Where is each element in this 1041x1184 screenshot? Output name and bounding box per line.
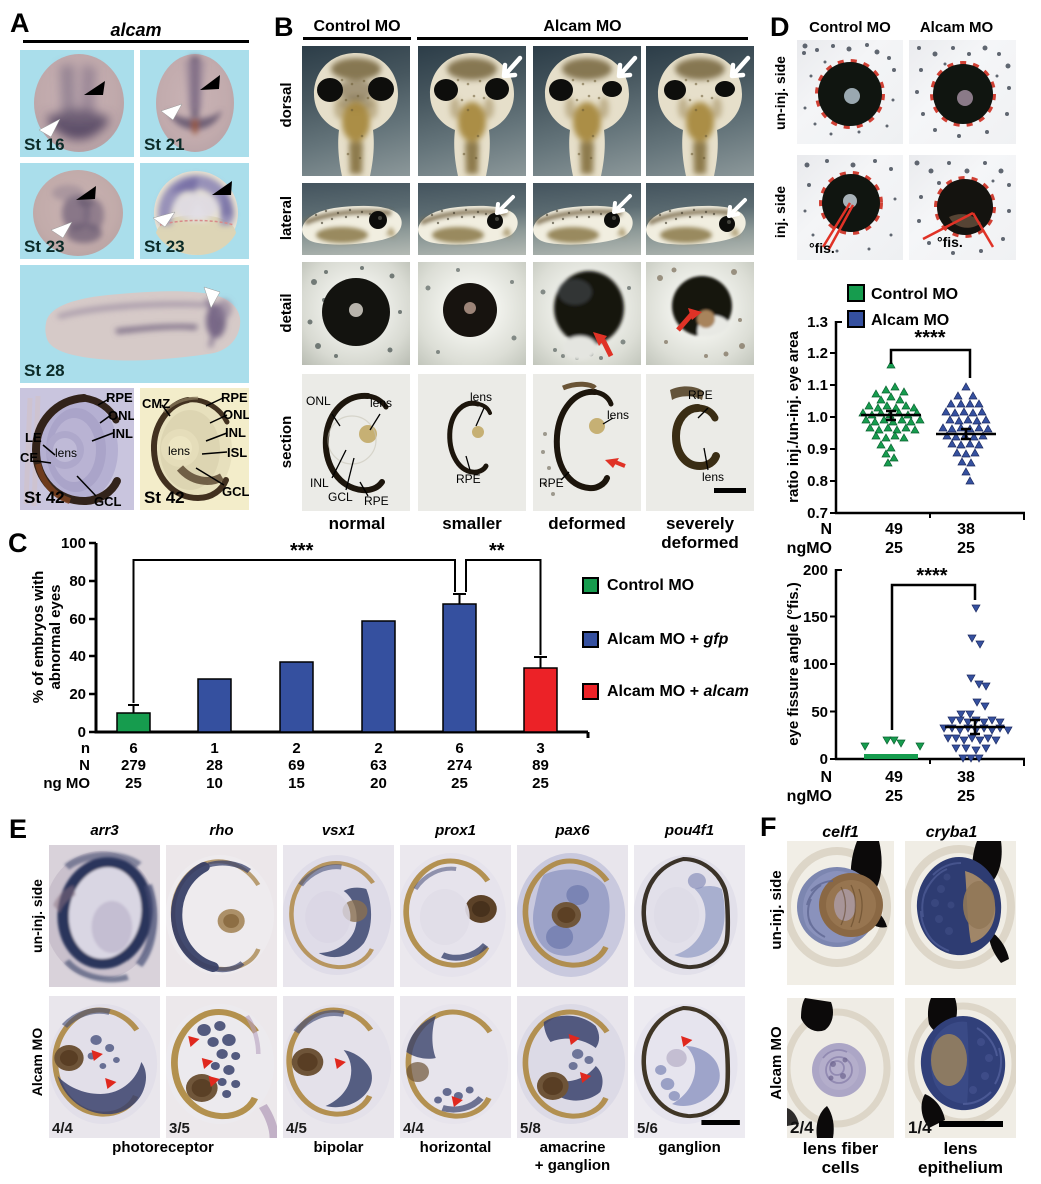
svg-text:1: 1	[210, 740, 218, 757]
svg-text:1.1: 1.1	[807, 377, 828, 394]
svg-text:ngMO: ngMO	[787, 540, 832, 557]
svg-text:100: 100	[61, 535, 86, 552]
svg-text:0.8: 0.8	[807, 473, 828, 490]
svg-text:Control MO: Control MO	[871, 286, 958, 303]
svg-text:28: 28	[206, 757, 223, 774]
svg-text:20: 20	[370, 775, 387, 792]
svg-text:150: 150	[803, 609, 828, 626]
svg-text:0: 0	[78, 724, 86, 741]
svg-text:6: 6	[129, 740, 137, 757]
svg-text:200: 200	[803, 562, 828, 579]
svg-text:10: 10	[206, 775, 223, 792]
svg-text:40: 40	[69, 648, 86, 665]
svg-text:***: ***	[290, 540, 314, 562]
svg-text:274: 274	[447, 757, 473, 774]
svg-text:25: 25	[957, 540, 975, 557]
svg-text:25: 25	[125, 775, 142, 792]
svg-text:ngMO: ngMO	[787, 788, 832, 805]
svg-text:25: 25	[532, 775, 549, 792]
svg-text:63: 63	[370, 757, 387, 774]
svg-text:38: 38	[957, 769, 975, 786]
svg-text:N: N	[820, 521, 832, 538]
svg-text:1.3: 1.3	[807, 314, 828, 331]
svg-text:38: 38	[957, 521, 975, 538]
svg-text:0: 0	[820, 751, 828, 768]
svg-text:2: 2	[292, 740, 300, 757]
svg-text:0.9: 0.9	[807, 441, 828, 458]
svg-text:n: n	[81, 740, 90, 757]
svg-text:25: 25	[885, 540, 903, 557]
svg-text:15: 15	[288, 775, 305, 792]
svg-text:N: N	[820, 769, 832, 786]
svg-text:1.0: 1.0	[807, 409, 828, 426]
svg-text:279: 279	[121, 757, 146, 774]
svg-text:49: 49	[885, 769, 903, 786]
svg-text:N: N	[79, 757, 90, 774]
svg-text:ng MO: ng MO	[43, 775, 90, 792]
svg-text:****: ****	[914, 327, 945, 349]
svg-text:25: 25	[957, 788, 975, 805]
svg-text:1.2: 1.2	[807, 345, 828, 362]
svg-text:25: 25	[451, 775, 468, 792]
svg-text:60: 60	[69, 611, 86, 628]
svg-text:20: 20	[69, 686, 86, 703]
svg-text:0.7: 0.7	[807, 505, 828, 522]
svg-text:80: 80	[69, 573, 86, 590]
svg-text:2: 2	[374, 740, 382, 757]
svg-text:50: 50	[811, 704, 828, 721]
svg-text:6: 6	[455, 740, 463, 757]
svg-text:49: 49	[885, 521, 903, 538]
svg-text:89: 89	[532, 757, 549, 774]
svg-text:****: ****	[916, 565, 947, 587]
svg-text:69: 69	[288, 757, 305, 774]
svg-text:100: 100	[803, 656, 828, 673]
svg-text:**: **	[489, 540, 505, 562]
svg-text:Alcam MO: Alcam MO	[871, 312, 949, 329]
svg-text:25: 25	[885, 788, 903, 805]
svg-text:3: 3	[536, 740, 544, 757]
